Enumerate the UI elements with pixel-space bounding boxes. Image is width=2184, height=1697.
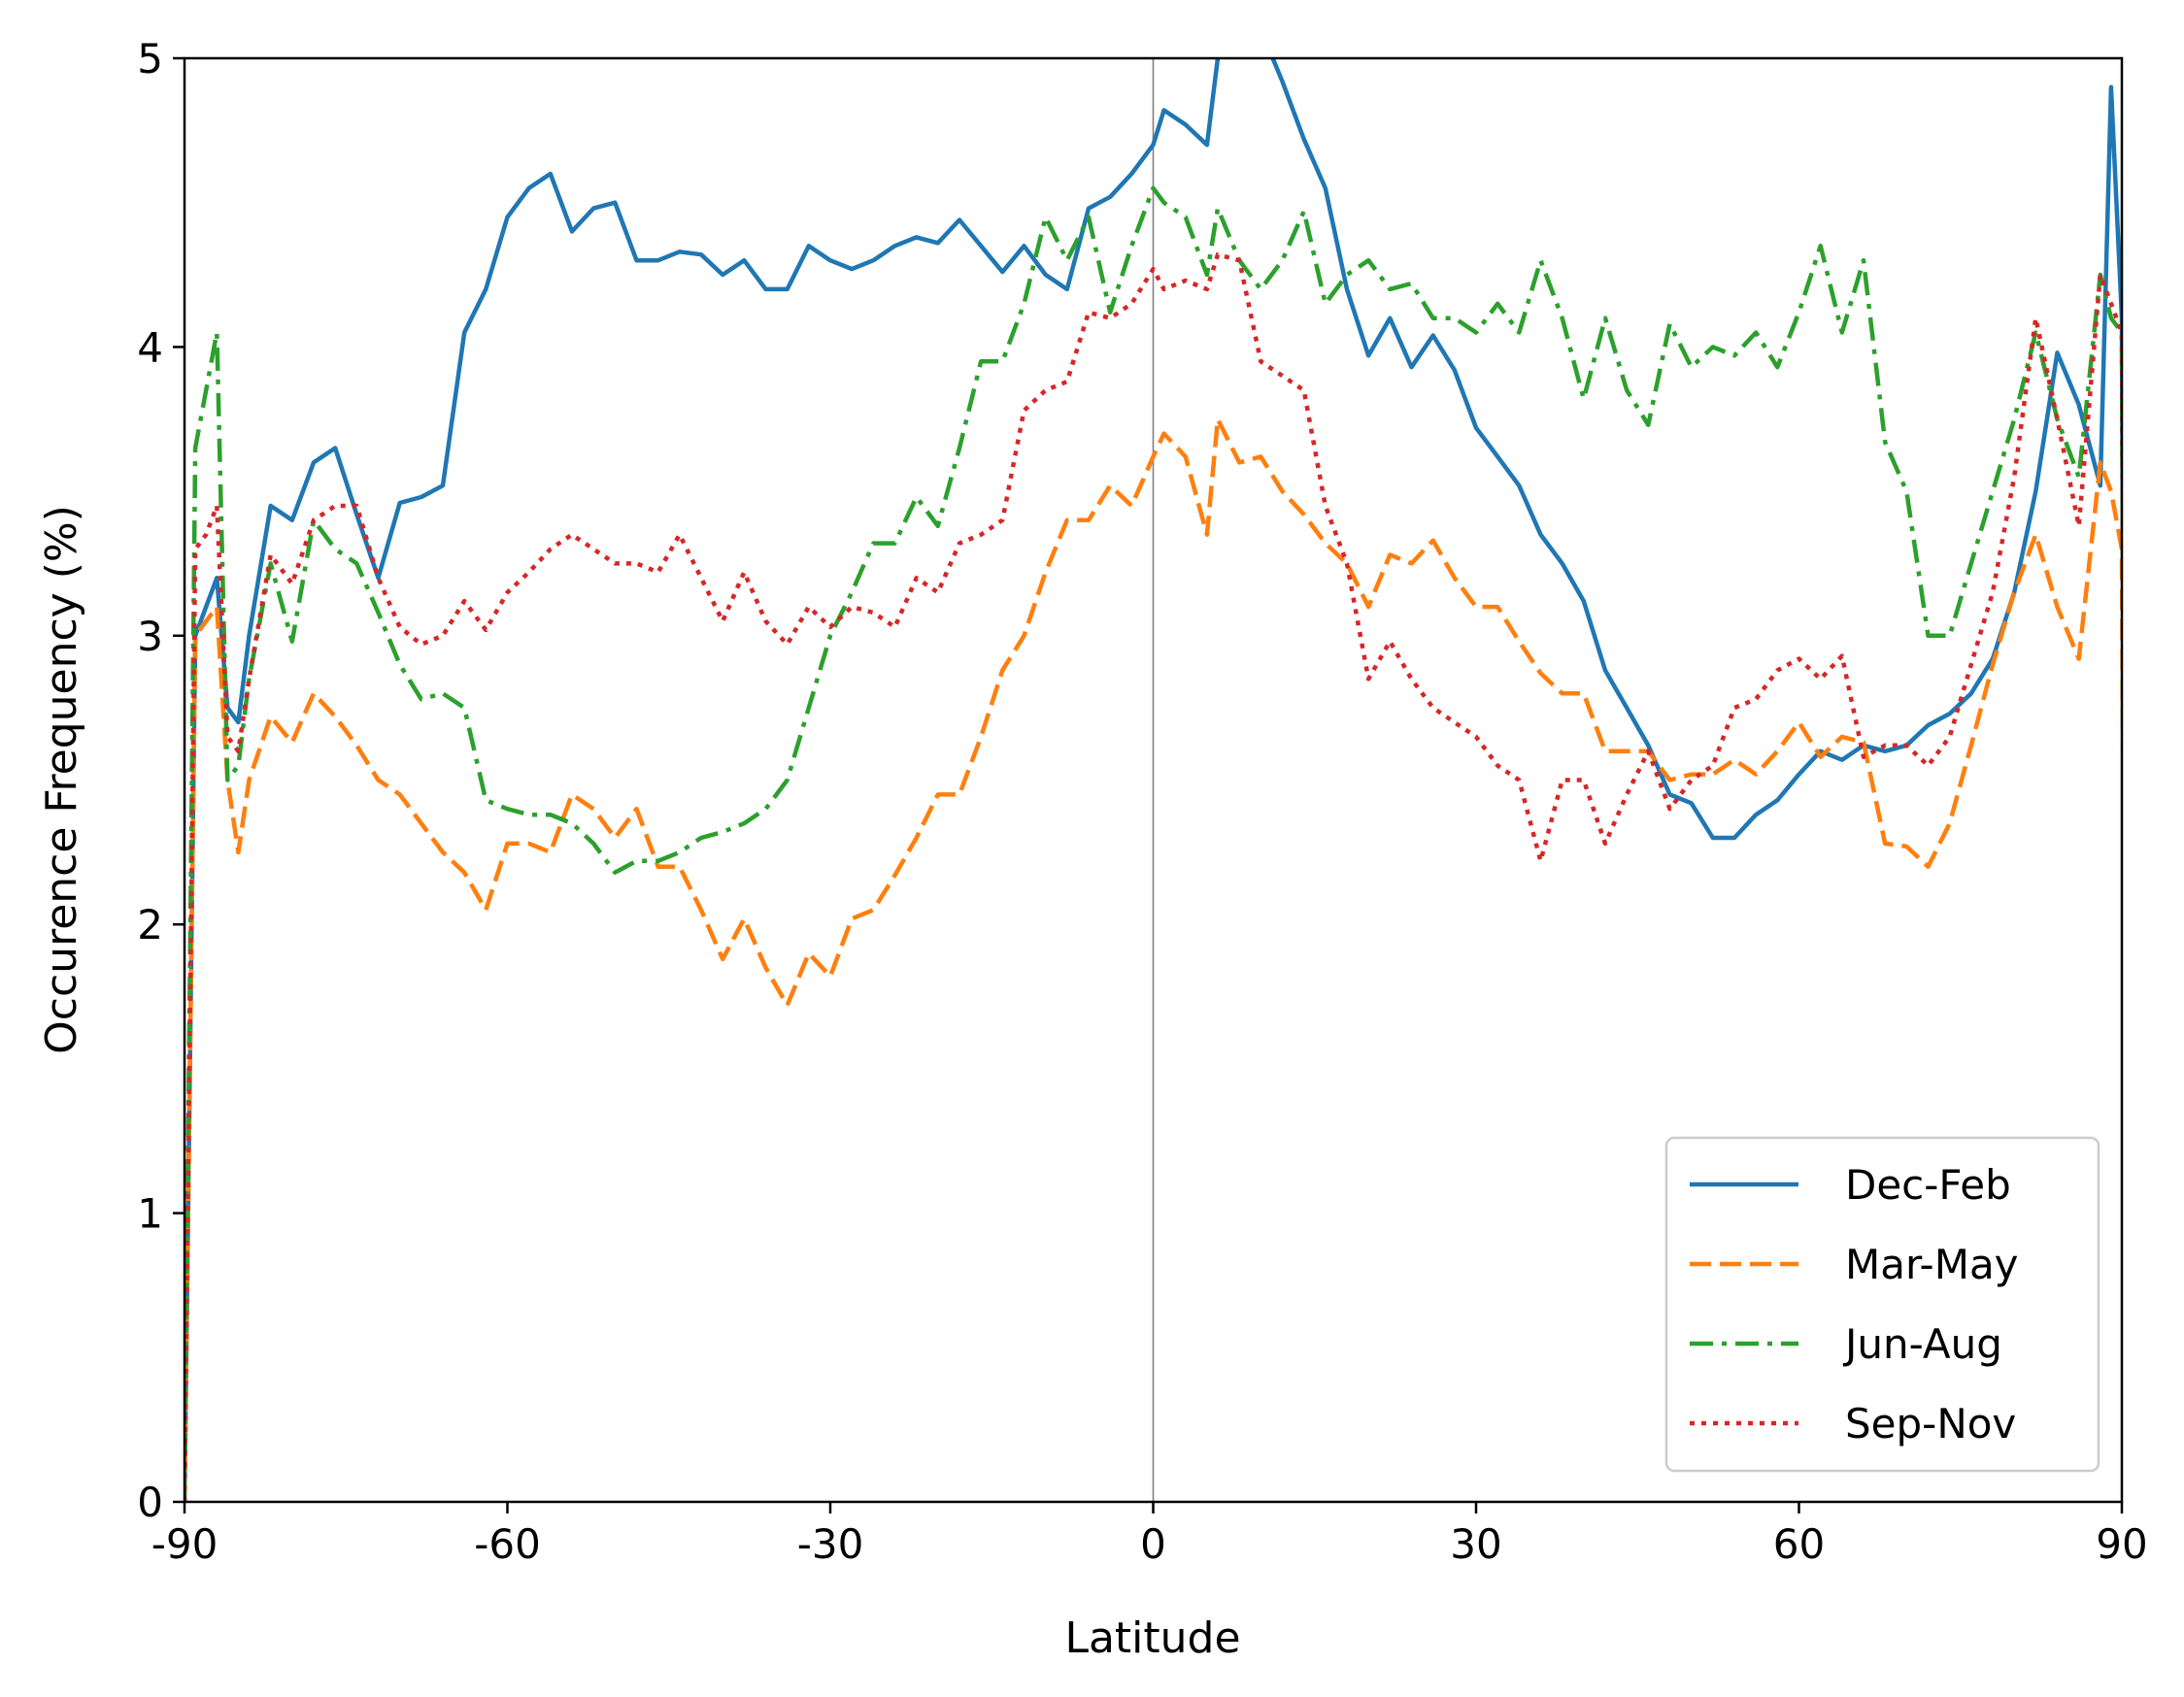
legend-label: Sep-Nov: [1845, 1400, 2016, 1447]
legend: Dec-Feb Mar-May Jun-Aug Sep-Nov: [1664, 1136, 2100, 1473]
series-line-jun-aug: [185, 185, 2122, 1502]
legend-box: [1664, 1136, 2100, 1473]
y-tick-label: 5: [137, 35, 163, 83]
x-tick-label: 0: [1140, 1520, 1166, 1568]
x-tick-label: 90: [2096, 1520, 2147, 1568]
legend-item-jun-aug: Jun-Aug: [1690, 1320, 2002, 1368]
x-tick-label: -90: [151, 1520, 218, 1568]
series-line-dec-feb: [185, 58, 2122, 1502]
y-tick-label: 2: [137, 901, 163, 948]
legend-item-sep-nov: Sep-Nov: [1690, 1400, 2016, 1447]
series-group: [185, 58, 2122, 1502]
legend-label: Dec-Feb: [1845, 1161, 2011, 1209]
y-tick-label: 0: [137, 1479, 163, 1526]
series-line-sep-nov: [185, 251, 2122, 1502]
x-axis-ticks: -90 -60 -30 0 30 60 90: [151, 1502, 2148, 1568]
y-axis-title: Occurence Frequency (%): [37, 505, 86, 1054]
x-tick-label: -60: [474, 1520, 541, 1568]
series-line-mar-may: [185, 416, 2122, 1502]
legend-item-mar-may: Mar-May: [1690, 1241, 2019, 1288]
legend-label: Mar-May: [1845, 1241, 2019, 1288]
y-axis-ticks: 0 1 2 3 4 5: [137, 35, 185, 1526]
x-tick-label: 30: [1450, 1520, 1501, 1568]
y-tick-label: 4: [137, 323, 163, 371]
x-tick-label: 60: [1773, 1520, 1825, 1568]
y-tick-label: 3: [137, 613, 163, 660]
x-tick-label: -30: [797, 1520, 864, 1568]
legend-item-dec-feb: Dec-Feb: [1690, 1161, 2011, 1209]
legend-label: Jun-Aug: [1842, 1320, 2002, 1368]
x-axis-title: Latitude: [1064, 1614, 1240, 1663]
y-tick-label: 1: [137, 1190, 163, 1238]
